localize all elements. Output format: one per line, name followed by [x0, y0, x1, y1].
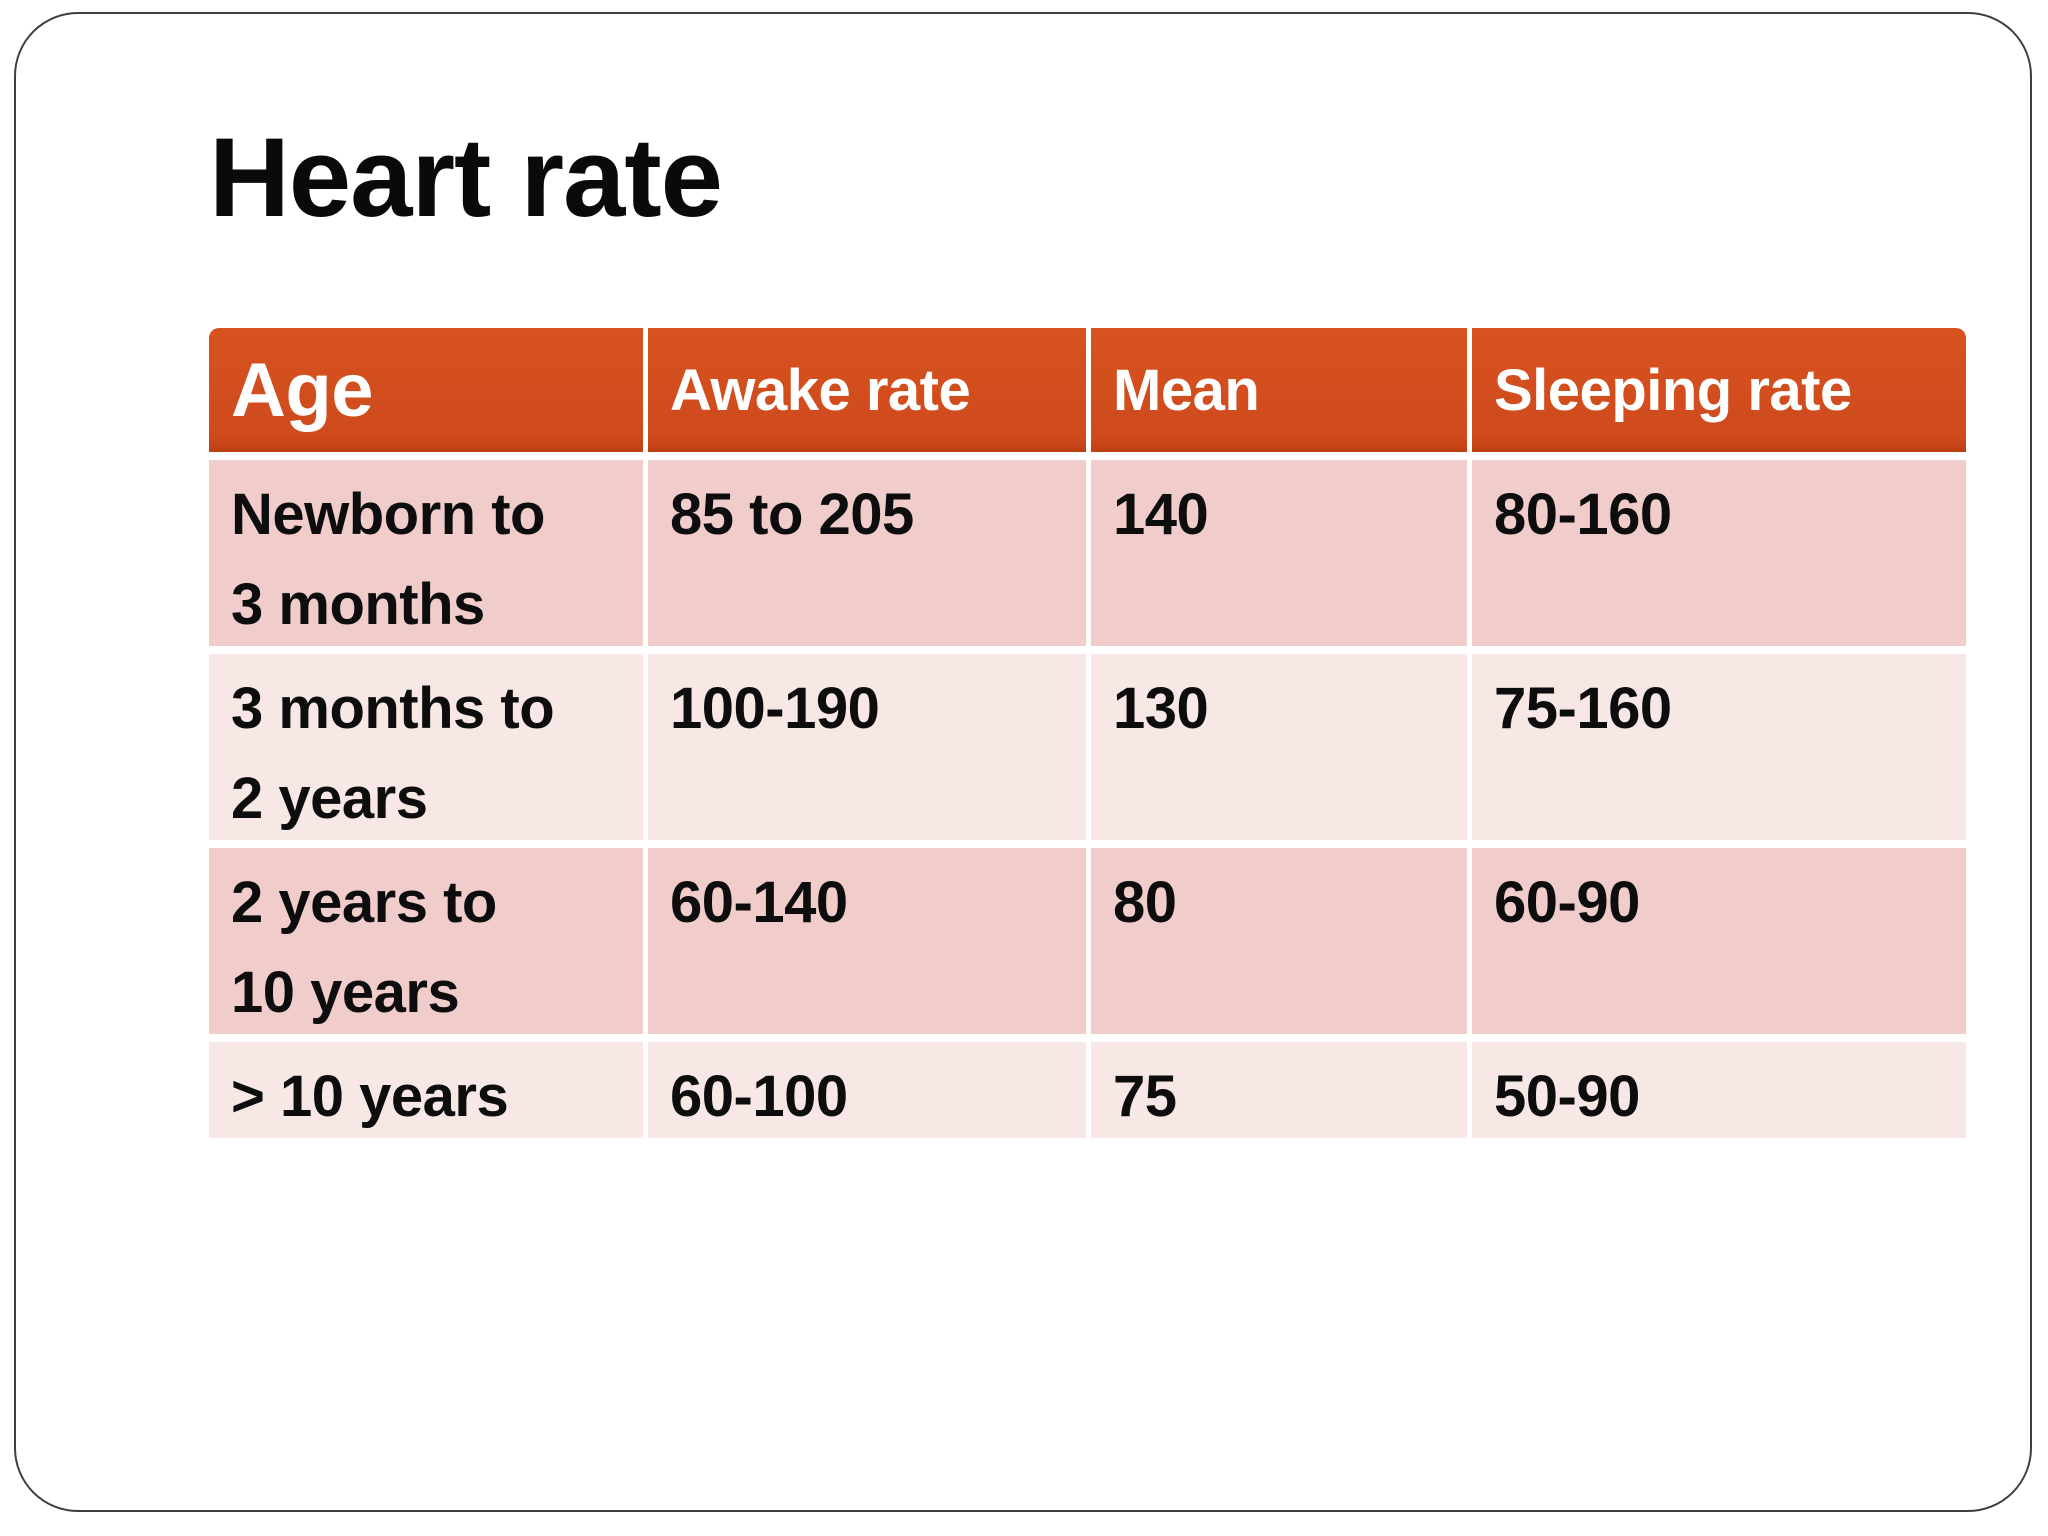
slide: Heart rate Age Awake rate Mean Sleeping …: [14, 12, 2032, 1512]
awake-rate-cell: 60-140: [648, 848, 1086, 1034]
header-age: Age: [209, 328, 643, 452]
mean-cell: 80: [1091, 848, 1467, 1034]
age-cell: > 10 years: [209, 1042, 643, 1138]
heart-rate-table: Age Awake rate Mean Sleeping rate Newbor…: [209, 328, 1966, 1138]
header-awake-rate: Awake rate: [648, 328, 1086, 452]
awake-rate-cell: 85 to 205: [648, 460, 1086, 646]
page-title: Heart rate: [209, 115, 723, 240]
mean-cell: 75: [1091, 1042, 1467, 1138]
header-mean: Mean: [1091, 328, 1467, 452]
mean-cell: 140: [1091, 460, 1467, 646]
awake-rate-cell: 60-100: [648, 1042, 1086, 1138]
sleeping-rate-cell: 60-90: [1472, 848, 1966, 1034]
header-sleeping-rate: Sleeping rate: [1472, 328, 1966, 452]
awake-rate-cell: 100-190: [648, 654, 1086, 840]
sleeping-rate-cell: 75-160: [1472, 654, 1966, 840]
age-cell: Newborn to 3 months: [209, 460, 643, 646]
age-cell: 3 months to 2 years: [209, 654, 643, 840]
sleeping-rate-cell: 80-160: [1472, 460, 1966, 646]
sleeping-rate-cell: 50-90: [1472, 1042, 1966, 1138]
age-cell: 2 years to 10 years: [209, 848, 643, 1034]
mean-cell: 130: [1091, 654, 1467, 840]
